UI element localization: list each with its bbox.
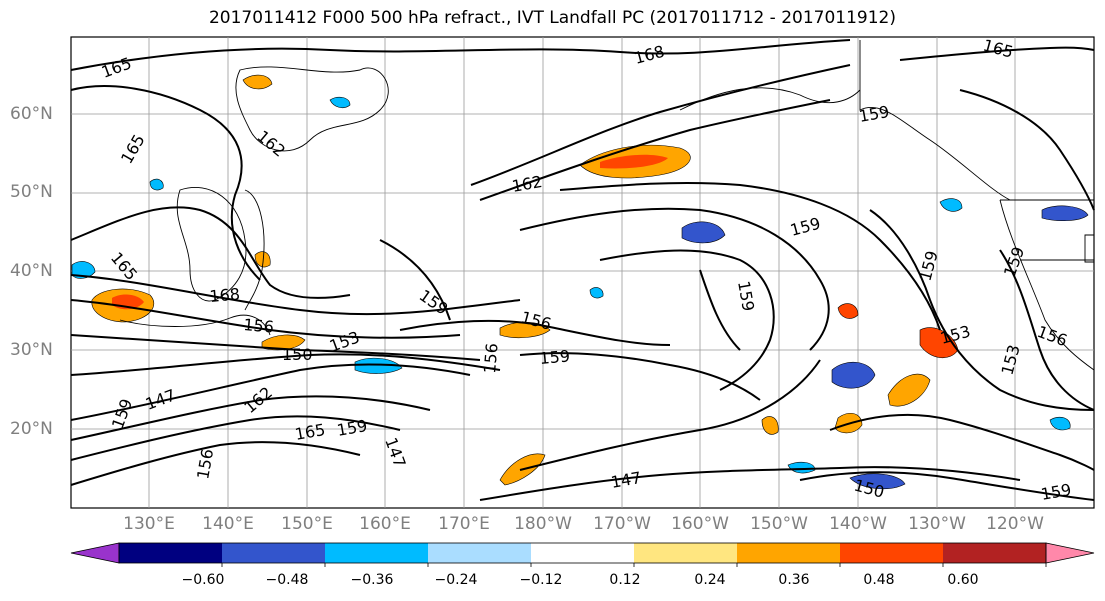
anomaly-shading <box>71 74 1089 490</box>
contour-label: 168 <box>209 284 241 306</box>
graticule <box>71 37 1094 508</box>
longitude-label: 180°W <box>514 514 572 534</box>
longitude-label: 130°W <box>908 514 966 534</box>
colorbar-tick-label: −0.12 <box>519 572 563 588</box>
shade-negative <box>939 198 963 212</box>
shade-positive <box>261 334 306 351</box>
contour-label: 150 <box>282 345 313 364</box>
colorbar-segment <box>943 543 1047 563</box>
latitude-label: 50°N <box>10 182 53 202</box>
longitude-label: 140°E <box>202 514 254 534</box>
shade-positive <box>600 154 668 169</box>
longitude-label: 160°W <box>671 514 729 534</box>
shade-negative <box>681 221 726 244</box>
colorbar-extend-low <box>70 542 120 564</box>
colorbar-tick-label: −0.48 <box>265 572 309 588</box>
colorbar-tick-label: 0.36 <box>778 572 810 588</box>
shade-negative <box>354 357 403 374</box>
colorbar-segment <box>119 543 223 563</box>
colorbar-segment <box>840 543 944 563</box>
colorbar-segment <box>428 543 532 563</box>
shade-positive <box>761 416 779 435</box>
colorbar-segment <box>634 543 738 563</box>
colorbar-segment <box>737 543 841 563</box>
colorbar-extend-high <box>1045 542 1095 564</box>
map-frame <box>70 36 1095 509</box>
latitude-label: 30°N <box>10 340 53 360</box>
latitude-label: 40°N <box>10 261 53 281</box>
contour-label: 159 <box>539 346 571 368</box>
colorbar-segment <box>325 543 429 563</box>
refractivity-contours <box>70 39 1095 501</box>
colorbar-segment <box>531 543 635 563</box>
colorbar <box>70 542 1095 567</box>
shade-negative <box>149 178 164 191</box>
longitude-label: 120°W <box>986 514 1044 534</box>
longitude-label: 160°E <box>359 514 411 534</box>
shade-positive <box>837 303 859 319</box>
coastlines <box>119 40 1095 371</box>
shade-negative <box>71 261 96 279</box>
colorbar-segment <box>222 543 326 563</box>
longitude-label: 150°E <box>281 514 333 534</box>
colorbar-tick-label: 0.60 <box>947 572 979 588</box>
shade-positive <box>242 74 273 90</box>
longitude-label: 170°E <box>438 514 490 534</box>
shade-negative <box>589 287 604 299</box>
shade-negative <box>831 362 876 389</box>
shade-negative <box>1041 205 1089 221</box>
shade-negative <box>1049 416 1071 431</box>
colorbar-tick-label: 0.12 <box>609 572 641 588</box>
longitude-label: 170°W <box>593 514 651 534</box>
colorbar-outline <box>118 542 1047 564</box>
colorbar-tick-label: −0.36 <box>350 572 394 588</box>
map-panel: 165 168 165 162 165 159 162 159 159 159 … <box>70 36 1095 509</box>
shade-negative <box>849 473 906 490</box>
contour-label: 156 <box>243 315 275 337</box>
shade-positive <box>887 373 931 407</box>
colorbar-tick-label: 0.24 <box>694 572 726 588</box>
colorbar-tick-label: −0.24 <box>434 572 478 588</box>
colorbar-tick-label: −0.60 <box>181 572 225 588</box>
map-title: 2017011412 F000 500 hPa refract., IVT La… <box>208 8 896 28</box>
shade-negative <box>329 96 351 109</box>
contour-label: 156 <box>480 342 502 374</box>
latitude-label: 60°N <box>10 104 53 124</box>
shade-positive <box>499 321 551 339</box>
longitude-label: 140°W <box>829 514 887 534</box>
shade-negative <box>787 461 816 474</box>
latitude-label: 20°N <box>10 419 53 439</box>
longitude-label: 130°E <box>123 514 175 534</box>
longitude-label: 150°W <box>750 514 808 534</box>
shade-positive <box>254 251 271 268</box>
colorbar-tick-label: 0.48 <box>863 572 895 588</box>
